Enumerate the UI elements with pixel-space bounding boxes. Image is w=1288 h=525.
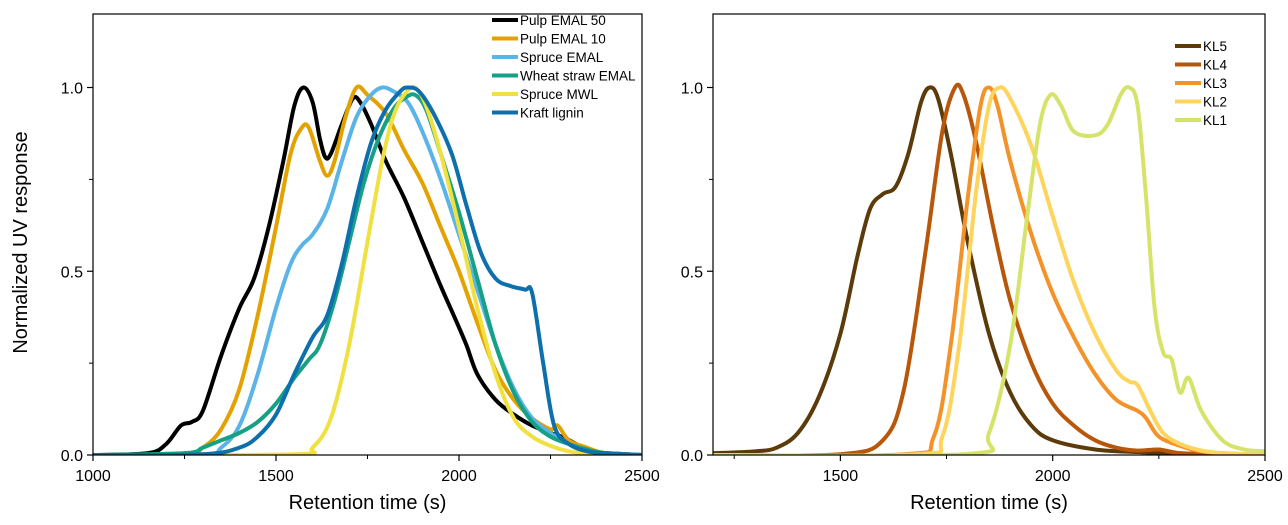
right-panel: 1500 2000 2500 0.0 0.5 1.0 Retention time (s) K… xyxy=(681,13,1283,514)
x-tick-label: 2000 xyxy=(441,468,477,485)
legend: Pulp EMAL 50 Pulp EMAL 10 Spruce EMAL Wheat… xyxy=(492,13,636,121)
legend-label-kl5: KL5 xyxy=(1203,39,1227,54)
y-tick-label: 0.0 xyxy=(61,448,83,465)
left-panel: 1000 1500 2000 2500 0.0 0.5 1.0 Retention time … xyxy=(10,13,660,514)
legend-label-kl3: KL3 xyxy=(1203,76,1227,91)
legend-label-kraft-lignin: Kraft lignin xyxy=(520,106,584,121)
series-line-pulp-emal-10 xyxy=(93,84,642,455)
y-tick-label: 1.0 xyxy=(61,81,83,98)
legend-label-kl1: KL1 xyxy=(1203,113,1227,128)
legend-label-kl4: KL4 xyxy=(1203,58,1228,73)
series-group xyxy=(93,84,642,455)
x-tick-label: 1000 xyxy=(75,468,111,485)
legend-label-spruce-emal: Spruce EMAL xyxy=(520,50,604,65)
series-group xyxy=(713,82,1265,455)
legend: KL5 KL4 KL3 KL2 KL1 xyxy=(1175,39,1228,128)
series-line-kl2 xyxy=(713,85,1265,455)
x-tick-label: 1500 xyxy=(258,468,294,485)
legend-label-pulp-emal-10: Pulp EMAL 10 xyxy=(520,32,606,47)
legend-label-spruce-mwl: Spruce MWL xyxy=(520,87,599,102)
x-axis-title: Retention time (s) xyxy=(910,492,1068,514)
plot-frame xyxy=(712,13,1266,456)
legend-label-kl2: KL2 xyxy=(1203,95,1227,110)
y-axis-title: Normalized UV response xyxy=(10,131,32,353)
x-tick-label: 1500 xyxy=(823,468,859,485)
series-line-kl5 xyxy=(713,85,1265,455)
series-line-kraft-lignin xyxy=(93,85,642,455)
legend-label-pulp-emal-50: Pulp EMAL 50 xyxy=(520,13,606,28)
y-tick-label: 0.5 xyxy=(61,264,83,281)
series-line-kl4 xyxy=(713,82,1265,455)
series-line-kl1 xyxy=(713,85,1265,455)
y-tick-label: 0.0 xyxy=(681,448,703,465)
series-line-wheat-straw-emal xyxy=(93,92,642,455)
x-tick-label: 2000 xyxy=(1035,468,1071,485)
series-line-spruce-mwl xyxy=(93,85,642,455)
legend-label-wheat-straw-emal: Wheat straw EMAL xyxy=(520,69,636,84)
series-line-spruce-emal xyxy=(93,85,642,455)
series-line-pulp-emal-50 xyxy=(93,85,642,455)
x-axis-title: Retention time (s) xyxy=(289,492,447,514)
series-line-kl3 xyxy=(713,85,1265,455)
y-tick-label: 1.0 xyxy=(681,81,703,98)
x-tick-label: 2500 xyxy=(1247,468,1283,485)
y-tick-label: 0.5 xyxy=(681,264,703,281)
x-tick-label: 2500 xyxy=(624,468,660,485)
